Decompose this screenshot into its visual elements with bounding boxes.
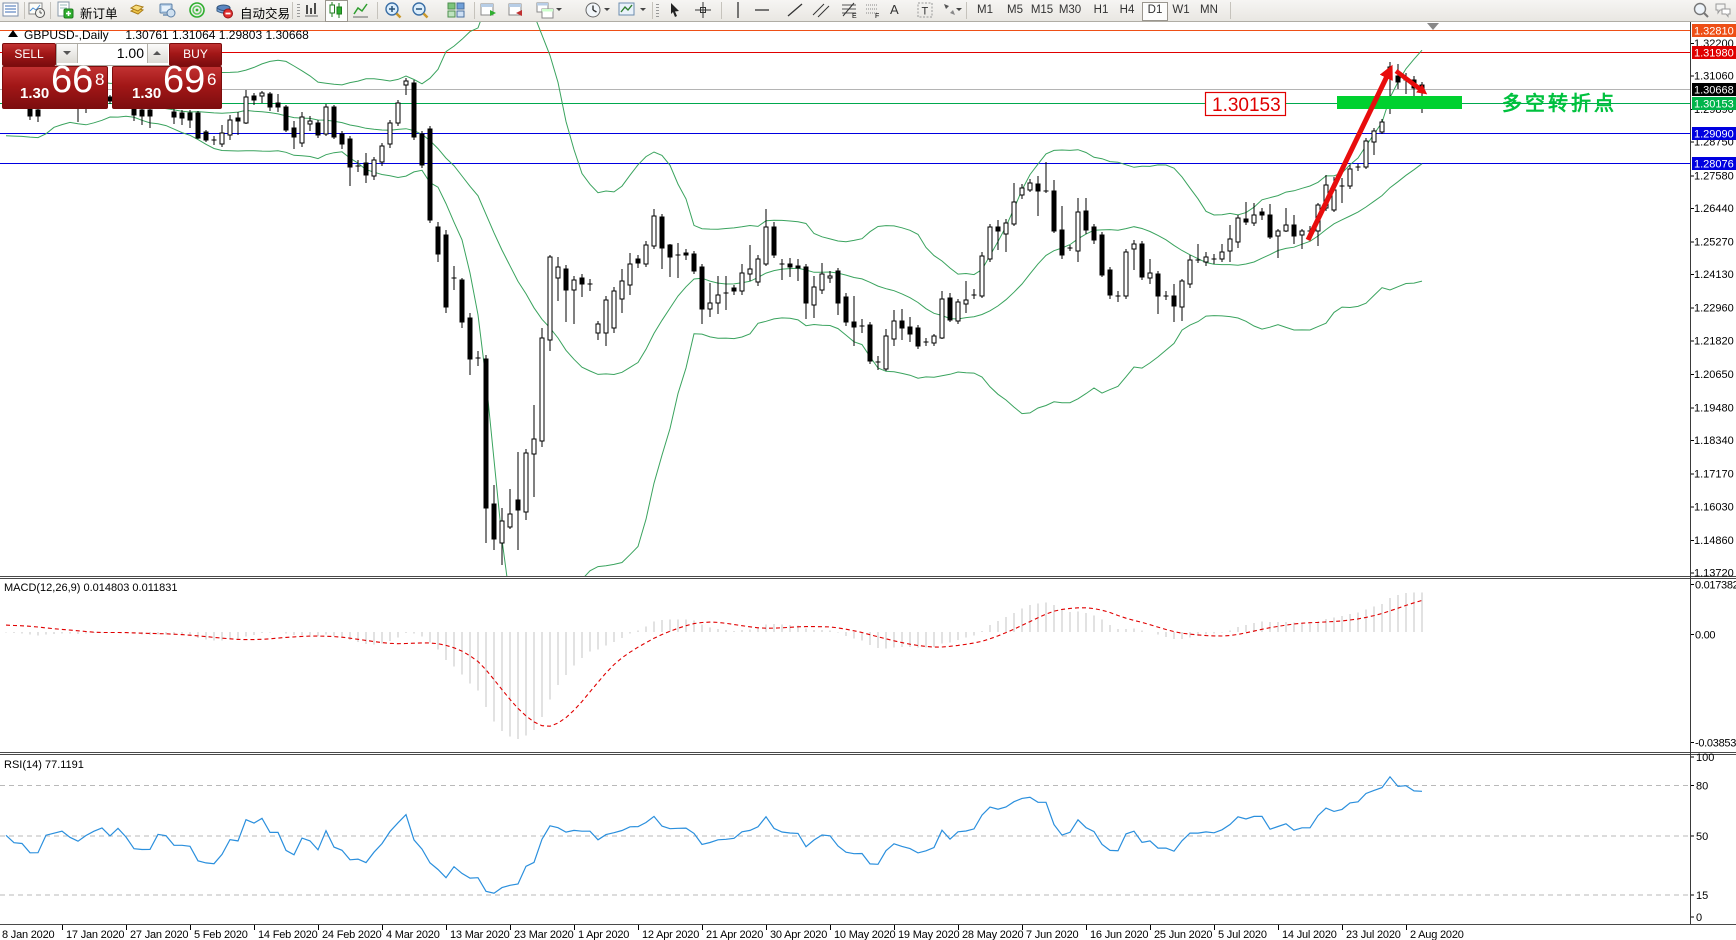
svg-text:T: T [922, 6, 929, 18]
svg-text:17 Jan 2020: 17 Jan 2020 [66, 929, 124, 940]
svg-text:1.16030: 1.16030 [1694, 501, 1734, 513]
svg-text:多空转折点: 多空转折点 [1502, 91, 1617, 115]
svg-text:0: 0 [1696, 912, 1702, 924]
svg-text:1.28076: 1.28076 [1694, 159, 1734, 171]
svg-text:19 May 2020: 19 May 2020 [898, 929, 959, 940]
svg-text:23 Jul 2020: 23 Jul 2020 [1346, 929, 1401, 940]
svg-text:F: F [875, 13, 879, 19]
svg-text:5 Feb 2020: 5 Feb 2020 [194, 929, 248, 940]
svg-text:1.17170: 1.17170 [1694, 469, 1734, 481]
svg-text:-0.038538: -0.038538 [1695, 738, 1736, 750]
svg-text:1.13720: 1.13720 [1694, 568, 1734, 580]
svg-text:7 Jun 2020: 7 Jun 2020 [1026, 929, 1079, 940]
svg-text:1.30153: 1.30153 [1694, 99, 1734, 111]
svg-text:14 Jul 2020: 14 Jul 2020 [1282, 929, 1337, 940]
svg-text:13 Mar 2020: 13 Mar 2020 [450, 929, 510, 940]
svg-text:28 May 2020: 28 May 2020 [962, 929, 1023, 940]
svg-text:1.26440: 1.26440 [1694, 203, 1734, 215]
svg-text:10 May 2020: 10 May 2020 [834, 929, 895, 940]
svg-text:100: 100 [1696, 752, 1714, 764]
svg-text:4 Mar 2020: 4 Mar 2020 [386, 929, 440, 940]
svg-text:0.00: 0.00 [1695, 630, 1715, 642]
svg-text:14 Feb 2020: 14 Feb 2020 [258, 929, 318, 940]
svg-text:MACD(12,26,9) 0.014803 0.01183: MACD(12,26,9) 0.014803 0.011831 [4, 582, 177, 594]
svg-text:1 Apr 2020: 1 Apr 2020 [578, 929, 629, 940]
svg-text:1.14860: 1.14860 [1694, 535, 1734, 547]
svg-text:25 Jun 2020: 25 Jun 2020 [1154, 929, 1212, 940]
svg-text:24 Feb 2020: 24 Feb 2020 [322, 929, 382, 940]
svg-text:1.27580: 1.27580 [1694, 170, 1734, 182]
svg-text:E: E [852, 13, 857, 19]
svg-text:23 Mar 2020: 23 Mar 2020 [514, 929, 574, 940]
svg-text:0.017382: 0.017382 [1695, 580, 1736, 592]
svg-text:1.18340: 1.18340 [1694, 435, 1734, 447]
svg-text:1.25270: 1.25270 [1694, 236, 1734, 248]
svg-text:30 Apr 2020: 30 Apr 2020 [770, 929, 827, 940]
svg-text:1.19480: 1.19480 [1694, 402, 1734, 414]
svg-text:1.31060: 1.31060 [1694, 71, 1734, 83]
svg-text:1.20650: 1.20650 [1694, 369, 1734, 381]
svg-text:1.21820: 1.21820 [1694, 335, 1734, 347]
svg-text:1.30153: 1.30153 [1212, 95, 1281, 116]
svg-text:1.30668: 1.30668 [1694, 85, 1734, 97]
svg-text:50: 50 [1696, 831, 1708, 843]
svg-text:1.29090: 1.29090 [1694, 129, 1734, 141]
svg-text:16 Jun 2020: 16 Jun 2020 [1090, 929, 1148, 940]
svg-text:27 Jan 2020: 27 Jan 2020 [130, 929, 188, 940]
svg-text:1.32810: 1.32810 [1694, 26, 1734, 38]
svg-text:1.31980: 1.31980 [1694, 48, 1734, 60]
svg-text:1.24130: 1.24130 [1694, 269, 1734, 281]
svg-text:12 Apr 2020: 12 Apr 2020 [642, 929, 699, 940]
svg-text:5 Jul 2020: 5 Jul 2020 [1218, 929, 1267, 940]
svg-text:80: 80 [1696, 781, 1708, 793]
svg-text:1.22960: 1.22960 [1694, 303, 1734, 315]
svg-text:RSI(14) 77.1191: RSI(14) 77.1191 [4, 759, 84, 771]
svg-text:21 Apr 2020: 21 Apr 2020 [706, 929, 763, 940]
svg-text:2 Aug 2020: 2 Aug 2020 [1410, 929, 1464, 940]
svg-text:15: 15 [1696, 890, 1708, 902]
svg-text:GBPUSD-,Daily 1.30761 1.31: GBPUSD-,Daily 1.30761 1.31064 1.29803 1.… [24, 28, 309, 42]
svg-text:8 Jan 2020: 8 Jan 2020 [2, 929, 55, 940]
